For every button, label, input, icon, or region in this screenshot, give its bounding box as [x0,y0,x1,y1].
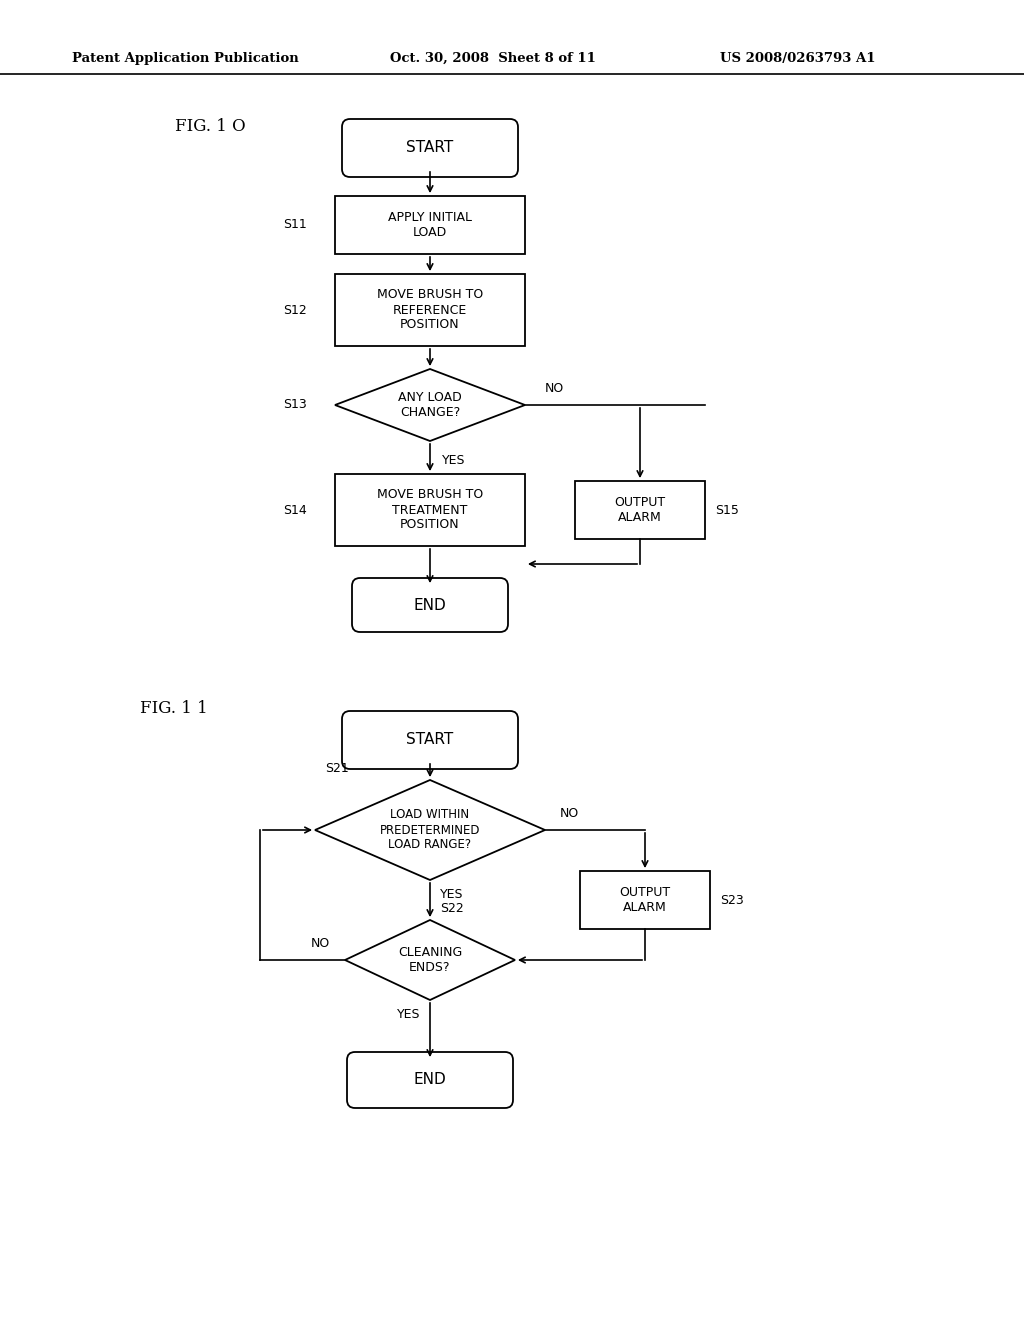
Bar [580,871,710,929]
Polygon shape [335,370,525,441]
Bar [335,195,525,253]
Text: S22: S22 [440,902,464,915]
Text: FIG. 1 O: FIG. 1 O [175,117,246,135]
Text: APPLY INITIAL
LOAD: APPLY INITIAL LOAD [388,211,472,239]
Polygon shape [345,920,515,1001]
Text: Patent Application Publication: Patent Application Publication [72,51,299,65]
Polygon shape [315,780,545,880]
Text: S23: S23 [720,894,743,907]
Text: CLEANING
ENDS?: CLEANING ENDS? [398,946,462,974]
Text: YES: YES [396,1008,420,1022]
Text: YES: YES [442,454,466,467]
Text: YES: YES [440,888,464,902]
FancyBboxPatch shape [352,578,508,632]
Text: MOVE BRUSH TO
REFERENCE
POSITION: MOVE BRUSH TO REFERENCE POSITION [377,289,483,331]
Text: Oct. 30, 2008  Sheet 8 of 11: Oct. 30, 2008 Sheet 8 of 11 [390,51,596,65]
FancyBboxPatch shape [347,1052,513,1107]
Text: NO: NO [545,381,564,395]
Text: ANY LOAD
CHANGE?: ANY LOAD CHANGE? [398,391,462,418]
Text: OUTPUT
ALARM: OUTPUT ALARM [614,496,666,524]
Text: LOAD WITHIN
PREDETERMINED
LOAD RANGE?: LOAD WITHIN PREDETERMINED LOAD RANGE? [380,808,480,851]
Text: S21: S21 [325,762,349,775]
Text: S12: S12 [284,304,307,317]
Text: US 2008/0263793 A1: US 2008/0263793 A1 [720,51,876,65]
Text: START: START [407,140,454,156]
Text: S13: S13 [284,399,307,412]
Text: S11: S11 [284,219,307,231]
FancyBboxPatch shape [342,711,518,770]
Text: START: START [407,733,454,747]
Bar [335,275,525,346]
Text: OUTPUT
ALARM: OUTPUT ALARM [620,886,671,913]
Text: NO: NO [310,937,330,950]
Text: END: END [414,598,446,612]
Bar [335,474,525,546]
Text: S15: S15 [715,503,739,516]
Text: FIG. 1 1: FIG. 1 1 [140,700,208,717]
Text: S14: S14 [284,503,307,516]
Text: NO: NO [560,807,580,820]
FancyBboxPatch shape [342,119,518,177]
Text: END: END [414,1072,446,1088]
Bar [575,480,705,539]
Text: MOVE BRUSH TO
TREATMENT
POSITION: MOVE BRUSH TO TREATMENT POSITION [377,488,483,532]
